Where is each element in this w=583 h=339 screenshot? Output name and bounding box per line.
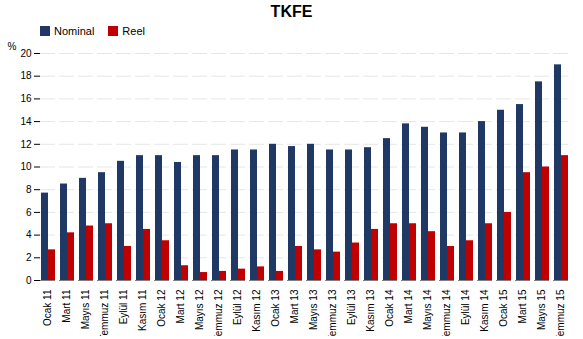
html-text:TKFE: TKFE bbox=[270, 3, 313, 20]
svg-text:Mayıs 11: Mayıs 11 bbox=[80, 289, 91, 329]
svg-text:Eylül 11: Eylül 11 bbox=[118, 289, 129, 324]
svg-text:4: 4 bbox=[26, 229, 32, 240]
svg-text:Eylül 14: Eylül 14 bbox=[460, 289, 471, 325]
svg-text:Ocak 15: Ocak 15 bbox=[498, 289, 509, 327]
svg-text:Mayıs 12: Mayıs 12 bbox=[194, 289, 205, 330]
svg-text:Mayıs 15: Mayıs 15 bbox=[536, 289, 547, 330]
svg-text:6: 6 bbox=[26, 207, 32, 218]
svg-text:16: 16 bbox=[20, 93, 32, 104]
svg-text:14: 14 bbox=[20, 116, 32, 127]
svg-text:Kasım 12: Kasım 12 bbox=[251, 289, 262, 332]
svg-text:Ocak 12: Ocak 12 bbox=[156, 289, 167, 327]
html-text:Nominal: Nominal bbox=[54, 25, 95, 37]
svg-text:Mart 12: Mart 12 bbox=[175, 289, 186, 323]
svg-text:Temmuz 12: Temmuz 12 bbox=[213, 289, 224, 336]
svg-text:Ocak 14: Ocak 14 bbox=[384, 289, 395, 327]
svg-text:Temmuz 15: Temmuz 15 bbox=[555, 289, 566, 336]
svg-text:Mart 14: Mart 14 bbox=[403, 289, 414, 323]
svg-text:Eylül 13: Eylül 13 bbox=[346, 289, 357, 325]
svg-text:Ocak 13: Ocak 13 bbox=[270, 289, 281, 327]
svg-text:Temmuz 14: Temmuz 14 bbox=[441, 289, 452, 336]
svg-text:Ocak 11: Ocak 11 bbox=[42, 289, 53, 326]
svg-text:Mart 15: Mart 15 bbox=[517, 289, 528, 323]
svg-text:%: % bbox=[8, 41, 17, 52]
svg-text:0: 0 bbox=[26, 275, 32, 286]
svg-text:Eylül 12: Eylül 12 bbox=[232, 289, 243, 325]
svg-text:Kasım 11: Kasım 11 bbox=[137, 289, 148, 331]
svg-text:Mart 11: Mart 11 bbox=[61, 289, 72, 323]
svg-text:Temmuz 11: Temmuz 11 bbox=[99, 289, 110, 336]
svg-text:Kasım 13: Kasım 13 bbox=[365, 289, 376, 332]
svg-text:Temmuz 13: Temmuz 13 bbox=[327, 289, 338, 336]
svg-text:Kasım 14: Kasım 14 bbox=[479, 289, 490, 332]
svg-text:18: 18 bbox=[20, 70, 32, 81]
svg-text:Mayıs 13: Mayıs 13 bbox=[308, 289, 319, 330]
svg-text:8: 8 bbox=[26, 184, 32, 195]
svg-text:Mart 13: Mart 13 bbox=[289, 289, 300, 323]
svg-text:12: 12 bbox=[20, 139, 32, 150]
svg-text:Mayıs 14: Mayıs 14 bbox=[422, 289, 433, 330]
svg-text:20: 20 bbox=[20, 48, 32, 59]
svg-text:10: 10 bbox=[20, 161, 32, 172]
svg-text:2: 2 bbox=[26, 252, 32, 263]
html-text:Reel: Reel bbox=[122, 25, 145, 37]
